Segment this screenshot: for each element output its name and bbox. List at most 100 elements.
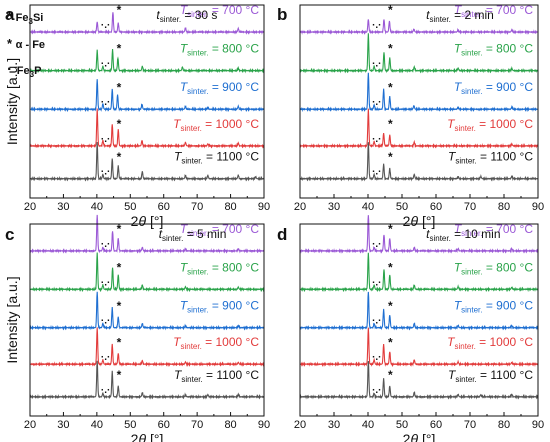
- series-label: Tsinter. = 800 °C: [454, 42, 534, 58]
- panel-letter: b: [277, 5, 287, 24]
- series-label: Tsinter. = 900 °C: [454, 299, 534, 315]
- x-tick-label: 60: [158, 201, 170, 213]
- series-line-700c: [29, 214, 265, 254]
- legend-item: * Fe3Si: [7, 9, 43, 26]
- x-axis-title: 2θ [°]: [403, 213, 436, 229]
- phase-marker-star: *: [117, 80, 122, 94]
- phase-marker-star: *: [388, 335, 393, 349]
- x-tick-label: 70: [464, 201, 476, 213]
- phase-marker-star: *: [388, 222, 393, 236]
- phase-marker-dots: ·.·: [372, 59, 381, 70]
- phase-marker-star: *: [388, 80, 393, 94]
- legend-item: · Fe3P: [7, 61, 41, 79]
- phase-marker-dots: ·.·: [372, 352, 381, 363]
- x-tick-label: 90: [258, 419, 270, 431]
- series-line-800c: [299, 33, 539, 74]
- x-tick-label: 90: [532, 201, 544, 213]
- series-line-900c: [29, 291, 265, 331]
- legend-item: * α - Fe: [7, 36, 45, 51]
- phase-marker-dots: ·.·: [372, 239, 381, 250]
- series-line-1000c: [29, 327, 265, 368]
- phase-marker-dots: ·.·: [101, 20, 110, 31]
- x-tick-label: 80: [498, 419, 510, 431]
- series-line-800c: [29, 252, 265, 293]
- x-tick-label: 90: [532, 419, 544, 431]
- series-line-900c: [299, 291, 539, 331]
- phase-marker-dots: ·.·: [372, 134, 381, 145]
- series-line-1100c: [29, 360, 265, 400]
- plot-frame: [299, 223, 539, 417]
- series-label: Tsinter. = 900 °C: [180, 299, 260, 315]
- series-line-800c: [299, 252, 539, 293]
- phase-marker-star: *: [388, 260, 393, 274]
- x-tick-label: 20: [24, 201, 36, 213]
- phase-marker-star: *: [388, 368, 393, 382]
- series-line-700c: [299, 215, 539, 254]
- series-label: Tsinter. = 1100 °C: [448, 150, 533, 166]
- series-label: Tsinter. = 700 °C: [454, 222, 534, 238]
- series-label: Tsinter. = 800 °C: [180, 260, 260, 276]
- x-tick-label: 80: [498, 201, 510, 213]
- series-label: Tsinter. = 1000 °C: [447, 335, 533, 351]
- panel-c: c Tsinter. = 700 °C * ·.· Tsinter. = 800 °C *…: [4, 214, 270, 442]
- phase-marker-star: *: [117, 3, 122, 17]
- phase-marker-dots: ·.·: [101, 59, 110, 70]
- phase-marker-star: *: [117, 222, 122, 236]
- sinter-time-label: tsinter. = 30 s: [156, 8, 217, 24]
- phase-marker-dots: ·.·: [101, 167, 110, 178]
- series-label: Tsinter. = 800 °C: [180, 42, 260, 58]
- x-tick-label: 50: [124, 419, 136, 431]
- series-label: Tsinter. = 800 °C: [454, 260, 534, 276]
- plot-frame: [29, 4, 265, 199]
- phase-marker-dots: ·.·: [101, 277, 110, 288]
- series-label: Tsinter. = 900 °C: [180, 80, 260, 96]
- x-tick-label: 40: [362, 419, 374, 431]
- phase-marker-star: *: [117, 260, 122, 274]
- series-line-700c: [29, 12, 265, 35]
- phase-marker-dots: ·.·: [372, 385, 381, 396]
- panel-d: d Tsinter. = 700 °C * ·.· Tsinter. = 800 °C *…: [277, 215, 544, 442]
- plot-frame: [299, 4, 539, 199]
- x-tick-label: 90: [258, 201, 270, 213]
- phase-marker-dots: ·.·: [372, 20, 381, 31]
- panel-a: a Tsinter. = 700 °C * ·.· Tsinter. = 800 °C *…: [4, 3, 270, 229]
- x-tick-label: 80: [224, 419, 236, 431]
- x-tick-label: 70: [191, 201, 203, 213]
- x-tick-label: 20: [294, 419, 306, 431]
- x-tick-label: 40: [362, 201, 374, 213]
- x-tick-label: 40: [91, 201, 103, 213]
- x-tick-label: 60: [430, 201, 442, 213]
- series-line-1000c: [299, 108, 539, 149]
- x-tick-label: 50: [396, 201, 408, 213]
- series-label: Tsinter. = 1100 °C: [174, 150, 259, 166]
- series-label: Tsinter. = 700 °C: [454, 3, 534, 19]
- series-label: Tsinter. = 1100 °C: [448, 368, 533, 384]
- phase-marker-star: *: [388, 150, 393, 164]
- series-line-1100c: [299, 360, 539, 400]
- series-label: Tsinter. = 900 °C: [454, 80, 534, 96]
- plot-frame: [29, 223, 265, 417]
- phase-marker-star: *: [117, 335, 122, 349]
- panel-letter: a: [5, 5, 15, 24]
- phase-marker-dots: ·.·: [372, 97, 381, 108]
- x-tick-label: 20: [294, 201, 306, 213]
- x-tick-label: 20: [24, 419, 36, 431]
- sinter-time-label: tsinter. = 2 min: [426, 8, 494, 24]
- panel-letter: d: [277, 225, 287, 244]
- series-label: Tsinter. = 1100 °C: [174, 368, 259, 384]
- x-tick-label: 30: [328, 419, 340, 431]
- x-axis-title: 2θ [°]: [131, 213, 164, 229]
- panel-b: b Tsinter. = 700 °C * ·.· Tsinter. = 800 °C *…: [277, 3, 544, 229]
- x-tick-label: 70: [191, 419, 203, 431]
- phase-marker-dots: ·.·: [101, 352, 110, 363]
- phase-marker-dots: ·.·: [101, 97, 110, 108]
- y-axis-title: Intensity [a.u.]: [4, 276, 20, 363]
- series-label: Tsinter. = 700 °C: [180, 222, 260, 238]
- series-line-1100c: [29, 141, 265, 182]
- x-tick-label: 50: [124, 201, 136, 213]
- x-tick-label: 30: [57, 419, 69, 431]
- phase-marker-dots: ·.·: [372, 277, 381, 288]
- phase-marker-dots: ·.·: [372, 316, 381, 327]
- series-line-900c: [299, 72, 539, 113]
- phase-marker-dots: ·.·: [101, 134, 110, 145]
